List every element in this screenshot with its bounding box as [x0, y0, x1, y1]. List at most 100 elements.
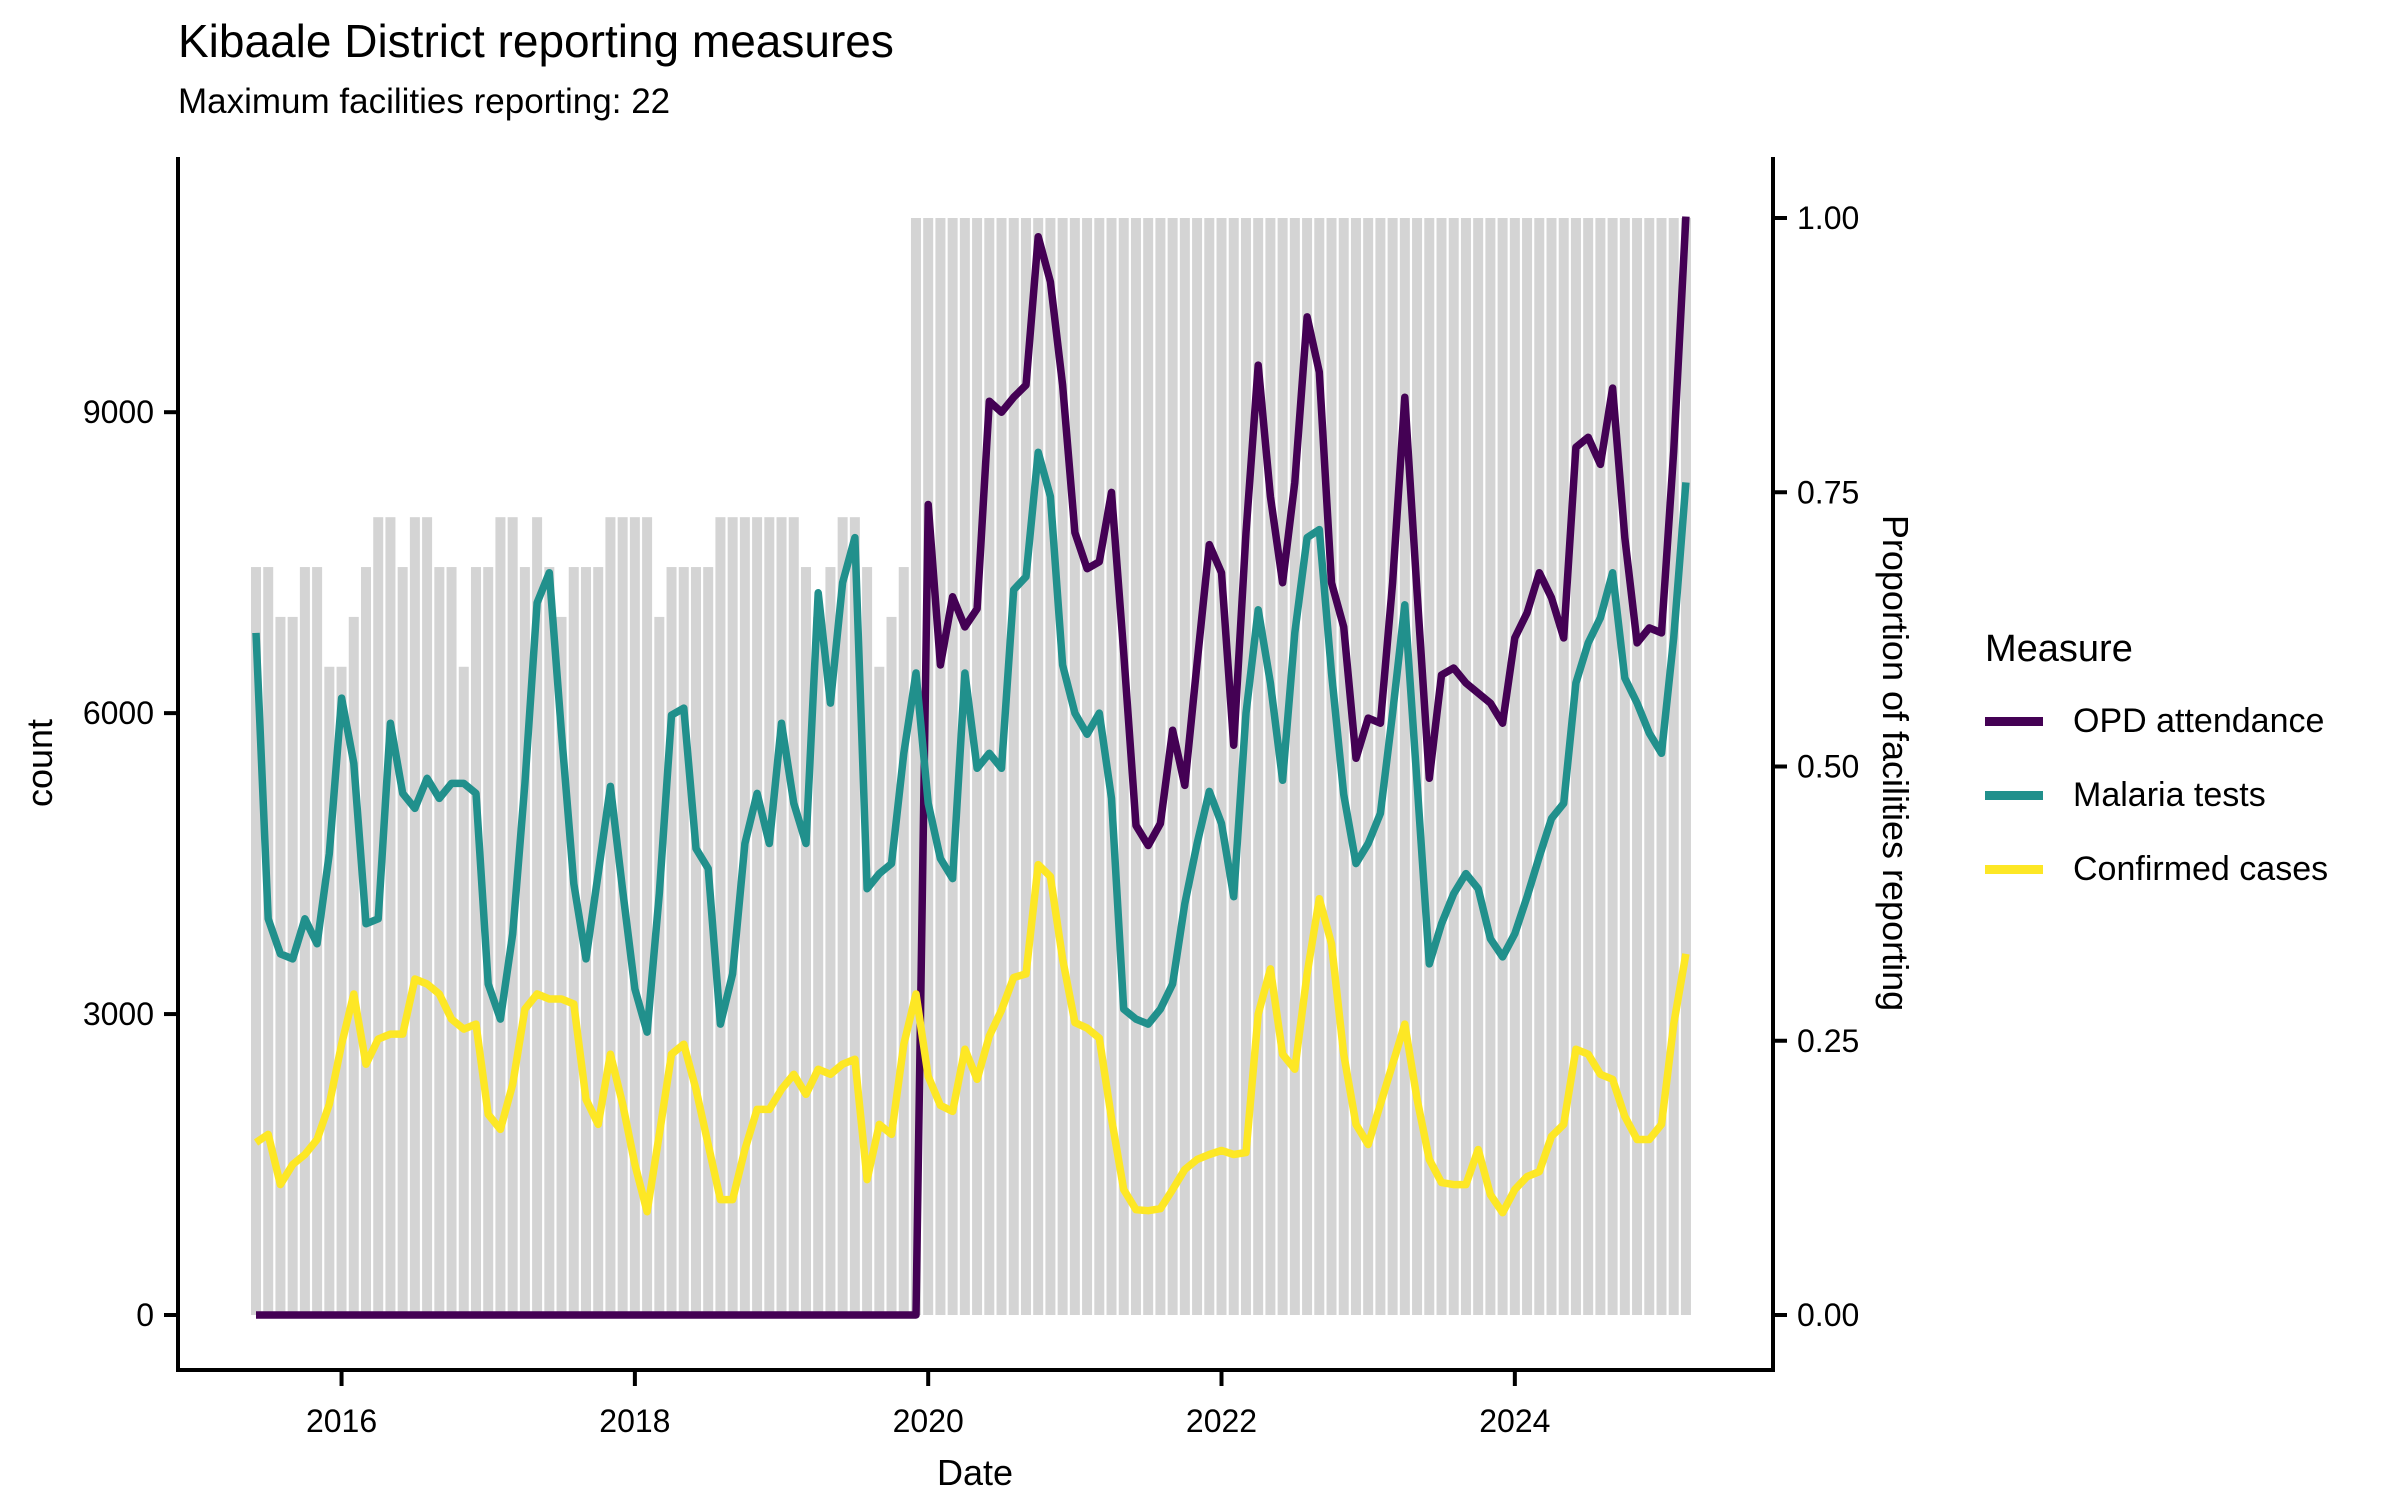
facility-reporting-bar [1644, 218, 1655, 1315]
facility-reporting-bar [593, 567, 604, 1315]
facility-reporting-bar [470, 567, 481, 1315]
facility-reporting-bar [1045, 218, 1056, 1315]
facility-reporting-bar [984, 218, 995, 1315]
facility-reporting-bar [446, 567, 457, 1315]
facility-reporting-bar [324, 666, 335, 1315]
facility-reporting-bar [348, 616, 359, 1315]
series-line-confirmed-cases [253, 860, 1690, 1217]
facility-reporting-bar [422, 517, 433, 1315]
legend-key-line [1985, 716, 2043, 726]
facility-reporting-bar [1387, 218, 1398, 1315]
facility-reporting-bar [1118, 218, 1129, 1315]
facility-reporting-bar [1436, 218, 1447, 1315]
x-tick-label: 2022 [1186, 1403, 1257, 1439]
facility-reporting-bar [898, 567, 909, 1315]
facility-reporting-bar [764, 517, 775, 1315]
left-tick-label: 3000 [83, 996, 154, 1032]
facility-reporting-bar [1216, 218, 1227, 1315]
facility-reporting-bar [1595, 218, 1606, 1315]
facility-reporting-bar [1289, 218, 1300, 1315]
x-tick-label: 2018 [599, 1403, 670, 1439]
right-tick-label: 0.00 [1797, 1297, 1859, 1333]
facility-reporting-bar [1069, 218, 1080, 1315]
facility-reporting-bar [385, 517, 396, 1315]
facility-reporting-bar [287, 616, 298, 1315]
facility-reporting-bar [458, 666, 469, 1315]
facility-reporting-bar [361, 567, 371, 1315]
facility-reporting-bar [910, 218, 921, 1315]
facility-reporting-bar [837, 517, 848, 1315]
chart-title: Kibaale District reporting measures [178, 15, 894, 67]
chart-subtitle: Maximum facilities reporting: 22 [178, 82, 671, 121]
facility-reporting-bar [263, 567, 274, 1315]
facility-reporting-bar [1057, 218, 1068, 1315]
left-y-axis-title: count [19, 718, 60, 808]
legend: Measure OPD attendance Malaria tests Confi… [1985, 628, 2385, 923]
facility-reporting-bar [397, 567, 408, 1315]
facility-reporting-bar [1008, 218, 1019, 1315]
facility-reporting-bar [703, 567, 714, 1315]
right-tick-label: 0.50 [1797, 749, 1859, 785]
facility-reporting-bar [1228, 218, 1239, 1315]
facility-reporting-bar [336, 666, 347, 1315]
legend-key-line [1985, 790, 2043, 800]
facility-reporting-bar [654, 616, 665, 1315]
facility-reporting-bar [1020, 218, 1031, 1315]
facility-reporting-bar [1534, 218, 1545, 1315]
facility-reporting-bar [519, 567, 530, 1315]
legend-item-label: Malaria tests [2073, 775, 2266, 814]
facility-reporting-bar [862, 567, 873, 1315]
facility-reporting-bar [544, 567, 555, 1315]
facility-reporting-bar [776, 517, 787, 1315]
legend-item-malaria-tests: Malaria tests [1985, 775, 2385, 815]
facility-reporting-bar [629, 517, 640, 1315]
facility-reporting-bar [1485, 218, 1496, 1315]
legend-item-opd-attendance: OPD attendance [1985, 701, 2385, 741]
facility-reporting-bar [825, 567, 836, 1315]
facility-reporting-bar [874, 666, 885, 1315]
facility-reporting-bar [1522, 218, 1533, 1315]
facility-reporting-bar [1473, 218, 1484, 1315]
legend-item-label: Confirmed cases [2073, 849, 2329, 888]
facility-reporting-bar [1668, 218, 1679, 1315]
facility-reporting-bar [1680, 218, 1691, 1315]
facility-reporting-bar [275, 616, 286, 1315]
facility-reporting-bar [1204, 218, 1215, 1315]
facility-reporting-bar [849, 517, 860, 1315]
facility-reporting-bar [678, 567, 689, 1315]
facility-reporting-bar [886, 616, 897, 1315]
facility-reporting-bar [1033, 218, 1044, 1315]
right-tick-label: 1.00 [1797, 200, 1859, 236]
facility-reporting-bar [556, 616, 567, 1315]
facility-reporting-bar [1509, 218, 1520, 1315]
facility-reporting-bar [1375, 218, 1386, 1315]
facility-reporting-bar [1167, 218, 1178, 1315]
facility-reporting-bar [959, 218, 970, 1315]
legend-title: Measure [1985, 628, 2133, 670]
facility-reporting-bar [788, 517, 799, 1315]
facility-reporting-bar [1326, 218, 1337, 1315]
facility-reporting-bar [1460, 218, 1471, 1315]
facility-reporting-bar [1155, 218, 1166, 1315]
facility-reporting-bar [739, 517, 750, 1315]
facility-reporting-bar [1363, 218, 1374, 1315]
facility-reporting-bar [935, 218, 946, 1315]
facility-reporting-bar [1399, 218, 1410, 1315]
facility-reporting-bar [1656, 218, 1667, 1315]
facility-reporting-bar [1253, 218, 1264, 1315]
x-axis-title: Date [936, 1452, 1014, 1493]
facility-reporting-bar [568, 567, 579, 1315]
x-tick-label: 2016 [306, 1403, 377, 1439]
series-line-malaria-tests [252, 448, 1690, 1036]
facility-reporting-bar [495, 517, 506, 1315]
facility-reporting-bar [947, 218, 958, 1315]
facility-reporting-bar [690, 567, 701, 1315]
facility-reporting-bar [1302, 218, 1313, 1315]
legend-item-confirmed-cases: Confirmed cases [1985, 849, 2385, 889]
facility-reporting-bar [1106, 218, 1117, 1315]
facility-reporting-bar [1192, 218, 1203, 1315]
facility-reporting-bar [1094, 218, 1105, 1315]
facility-reporting-bar [666, 567, 677, 1315]
facility-reporting-bar [605, 517, 616, 1315]
